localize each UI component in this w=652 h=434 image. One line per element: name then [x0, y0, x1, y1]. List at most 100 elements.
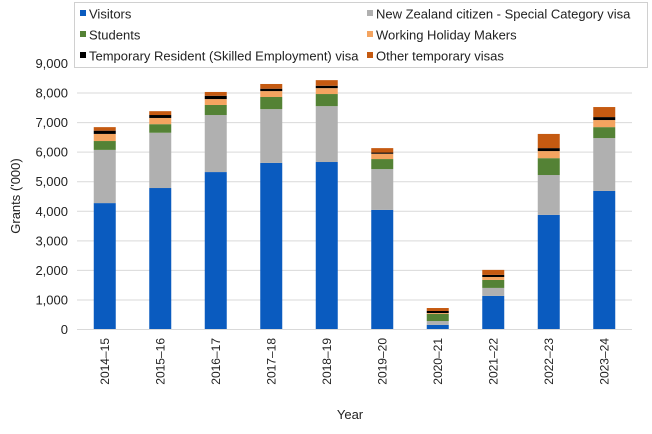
bar-segment	[537, 158, 560, 176]
x-axis-ticks: 2014–15 2015–16 2016–17 2017–18 2018–19 2019–…	[98, 338, 612, 385]
bar-segment	[371, 148, 394, 153]
x-tick-label: 2020–21	[431, 338, 445, 385]
y-axis-ticks: 0 1,000 2,000 3,000 4,000 5,000 6,000 7,000 8,00…	[35, 56, 68, 337]
bar-segment	[204, 104, 227, 116]
bar-segment	[149, 188, 172, 329]
bar-segment	[204, 115, 227, 173]
bar-segment	[93, 149, 116, 204]
bar-segment	[93, 130, 116, 134]
legend-marker-icon	[367, 31, 373, 37]
bar-segment	[204, 95, 227, 100]
legend-box	[74, 2, 648, 68]
y-tick-label: 1,000	[35, 292, 68, 307]
bar-segment	[537, 175, 560, 215]
bar-segment	[593, 127, 616, 139]
bar-segment	[482, 287, 505, 296]
legend-marker-icon	[367, 52, 373, 58]
bar-segment	[204, 91, 227, 96]
legend-label: Working Holiday Makers	[376, 28, 517, 43]
legend-marker-icon	[80, 10, 86, 16]
bar-segment	[371, 159, 394, 170]
legend-label: Other temporary visas	[376, 49, 504, 64]
bar-segment	[371, 152, 394, 154]
bar-segment	[204, 172, 227, 329]
bar-segment	[260, 88, 283, 92]
y-tick-label: 4,000	[35, 204, 68, 219]
y-tick-label: 2,000	[35, 263, 68, 278]
bar-segment	[482, 276, 505, 280]
legend-label: Temporary Resident (Skilled Employment) …	[89, 49, 359, 64]
x-axis-title: Year	[337, 407, 364, 422]
bar-segment	[426, 321, 449, 325]
bar-segment	[315, 88, 338, 95]
bar-segment	[315, 106, 338, 163]
y-tick-label: 6,000	[35, 145, 68, 160]
bar-segment	[593, 107, 616, 118]
bar-segment	[93, 141, 116, 150]
x-tick-label: 2023–24	[597, 338, 611, 385]
bar-segment	[149, 115, 172, 118]
y-tick-label: 8,000	[35, 86, 68, 101]
legend-marker-icon	[367, 10, 373, 16]
legend-label: Students	[89, 28, 141, 43]
x-tick-label: 2017–18	[264, 338, 278, 385]
bar-segment	[426, 313, 449, 322]
bar-segment	[260, 83, 283, 89]
bar-segment	[482, 279, 505, 288]
bar-segment	[593, 120, 616, 128]
bar-segment	[149, 132, 172, 189]
bar-segment	[260, 96, 283, 110]
bar-segment	[426, 308, 449, 311]
bar-segment	[315, 162, 338, 329]
bar-segment	[537, 148, 560, 152]
bar-segment	[482, 269, 505, 275]
y-tick-label: 9,000	[35, 56, 68, 71]
bar-segment	[260, 109, 283, 163]
bar-segment	[426, 310, 449, 314]
bar-segment	[537, 133, 560, 149]
bar-segment	[593, 138, 616, 191]
bar-segment	[315, 80, 338, 86]
y-tick-label: 3,000	[35, 233, 68, 248]
x-tick-label: 2021–22	[486, 338, 500, 385]
bar-segment	[93, 203, 116, 329]
legend-label: New Zealand citizen - Special Category v…	[376, 7, 631, 22]
y-tick-label: 0	[61, 322, 68, 337]
bar-segment	[315, 85, 338, 89]
bar-segment	[149, 111, 172, 116]
bar-segment	[537, 214, 560, 329]
x-tick-label: 2022–23	[542, 338, 556, 385]
y-tick-label: 5,000	[35, 174, 68, 189]
bar-segment	[482, 274, 505, 277]
bar-segment	[371, 153, 394, 160]
bar-segment	[371, 209, 394, 329]
y-axis-title: Grants ('000)	[8, 158, 23, 233]
bar-segment	[426, 313, 449, 314]
legend-marker-icon	[80, 31, 86, 37]
y-tick-label: 7,000	[35, 115, 68, 130]
bar-segment	[426, 324, 449, 329]
bar-segment	[315, 94, 338, 107]
bar-segment	[204, 99, 227, 105]
bar-segment	[149, 124, 172, 133]
bar-segment	[93, 127, 116, 131]
bar-segment	[260, 91, 283, 97]
bars	[93, 80, 616, 329]
legend-marker-icon	[80, 52, 86, 58]
x-tick-label: 2016–17	[209, 338, 223, 385]
bar-segment	[149, 117, 172, 125]
bar-segment	[371, 169, 394, 210]
x-tick-label: 2014–15	[98, 338, 112, 385]
bar-segment	[482, 295, 505, 329]
x-tick-label: 2015–16	[153, 338, 167, 385]
x-tick-label: 2018–19	[320, 338, 334, 385]
x-tick-label: 2019–20	[375, 338, 389, 385]
bar-segment	[537, 151, 560, 159]
bar-segment	[593, 190, 616, 329]
bar-segment	[93, 133, 116, 142]
legend-label: Visitors	[89, 7, 132, 22]
legend: Visitors New Zealand citizen - Special Ca…	[80, 7, 631, 64]
bar-segment	[260, 162, 283, 329]
bar-segment	[593, 117, 616, 121]
